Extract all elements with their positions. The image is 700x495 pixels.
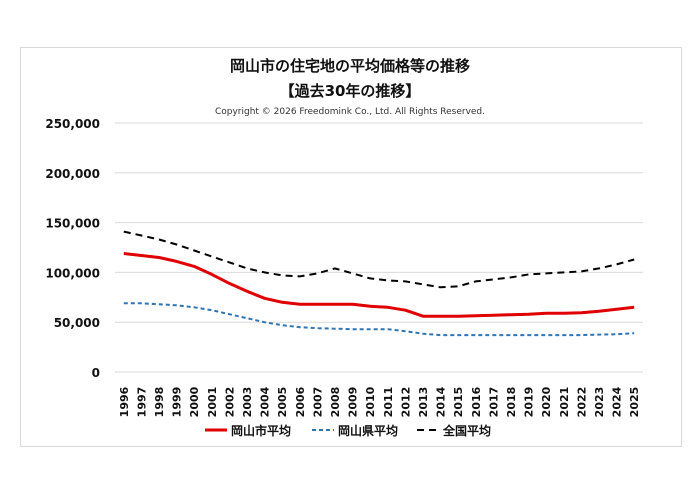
x-tick-label: 2012 [399, 387, 412, 418]
x-tick-label: 2018 [505, 387, 518, 418]
x-tick-label: 2009 [347, 387, 360, 418]
chart-frame [20, 47, 682, 447]
x-tick-label: 2024 [611, 386, 624, 417]
legend-label: 全国平均 [442, 423, 491, 438]
x-tick-label: 2021 [558, 387, 571, 418]
x-tick-label: 2016 [470, 386, 483, 417]
legend-label: 岡山市平均 [231, 423, 291, 438]
y-tick-label: 150,000 [45, 217, 100, 231]
chart-subtitle: 【過去30年の推移】 [279, 82, 421, 100]
x-tick-label: 2014 [435, 386, 448, 417]
series-line-3 [123, 230, 635, 289]
copyright: Copyright © 2026 Freedomink Co., Ltd. Al… [214, 107, 486, 117]
series-line-1 [123, 252, 635, 318]
x-tick-label: 1996 [118, 386, 131, 417]
x-tick-label: 2010 [364, 386, 377, 417]
chart-title: 岡山市の住宅地の平均価格等の推移 [229, 57, 470, 75]
x-tick-label: 2005 [276, 387, 289, 418]
x-tick-label: 2006 [294, 386, 307, 417]
x-tick-label: 2013 [417, 387, 430, 418]
x-tick-label: 2019 [523, 387, 536, 418]
x-tick-label: 2008 [329, 387, 342, 418]
x-tick-label: 1998 [153, 387, 166, 418]
x-tick-label: 2025 [628, 387, 641, 418]
y-tick-label: 0 [92, 366, 100, 380]
x-tick-label: 2007 [311, 387, 324, 418]
y-tick-label: 200,000 [45, 167, 100, 181]
x-tick-label: 1999 [171, 387, 184, 418]
x-tick-label: 1997 [135, 387, 148, 418]
x-tick-label: 2002 [223, 387, 236, 418]
x-tick-label: 2001 [206, 387, 219, 418]
x-tick-label: 2022 [575, 387, 588, 418]
x-tick-label: 2003 [241, 387, 254, 418]
x-tick-label: 2023 [593, 387, 606, 418]
legend-label: 岡山県平均 [338, 423, 398, 438]
x-tick-label: 2015 [452, 387, 465, 418]
x-tick-label: 2020 [540, 386, 553, 417]
y-tick-label: 50,000 [54, 316, 100, 330]
y-tick-label: 100,000 [45, 266, 100, 280]
x-tick-label: 2011 [382, 387, 395, 418]
y-tick-label: 250,000 [45, 117, 100, 131]
x-tick-label: 2004 [259, 386, 272, 417]
x-tick-label: 2017 [487, 387, 500, 418]
x-tick-label: 2000 [188, 386, 201, 417]
series-line-2 [123, 302, 635, 337]
